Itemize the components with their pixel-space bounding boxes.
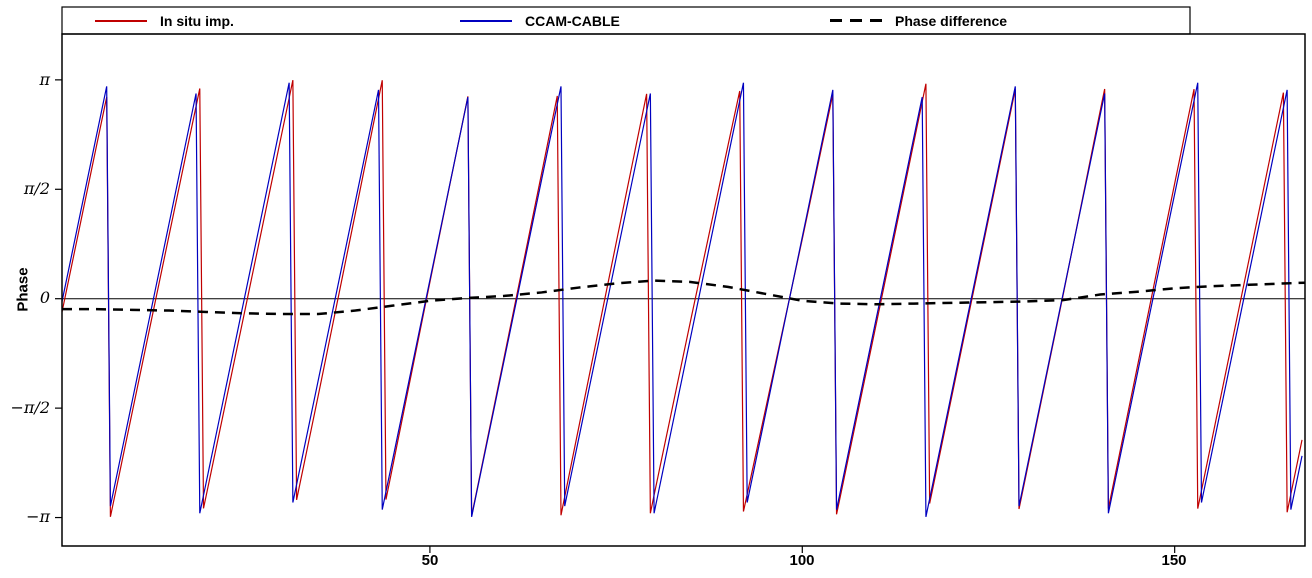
legend-entry-ccam-cable: CCAM-CABLE <box>460 7 620 34</box>
x-tick-label-50: 50 <box>421 552 439 569</box>
y-tick-label-pi-half: π/2 <box>23 179 50 198</box>
legend: In situ imp. CCAM-CABLE Phase difference <box>62 7 1190 34</box>
legend-label: In situ imp. <box>160 12 234 29</box>
legend-label: CCAM-CABLE <box>525 12 620 29</box>
y-tick-label-pi: π <box>39 70 50 89</box>
legend-entry-in-situ-imp: In situ imp. <box>95 7 234 34</box>
legend-entry-phase-difference: Phase difference <box>830 7 1007 34</box>
blue-line-sample-icon <box>460 19 512 22</box>
x-tick-label-100: 100 <box>789 552 815 569</box>
y-tick-label-neg-pi-half: −π/2 <box>10 398 51 417</box>
y-tick-label-neg-pi: −π <box>26 507 50 526</box>
legend-label: Phase difference <box>895 12 1008 29</box>
red-line-sample-icon <box>95 19 147 22</box>
x-tick-label-150: 150 <box>1161 552 1187 569</box>
y-tick-label-zero: 0 <box>39 288 50 307</box>
dashed-line-sample-icon <box>830 19 882 22</box>
